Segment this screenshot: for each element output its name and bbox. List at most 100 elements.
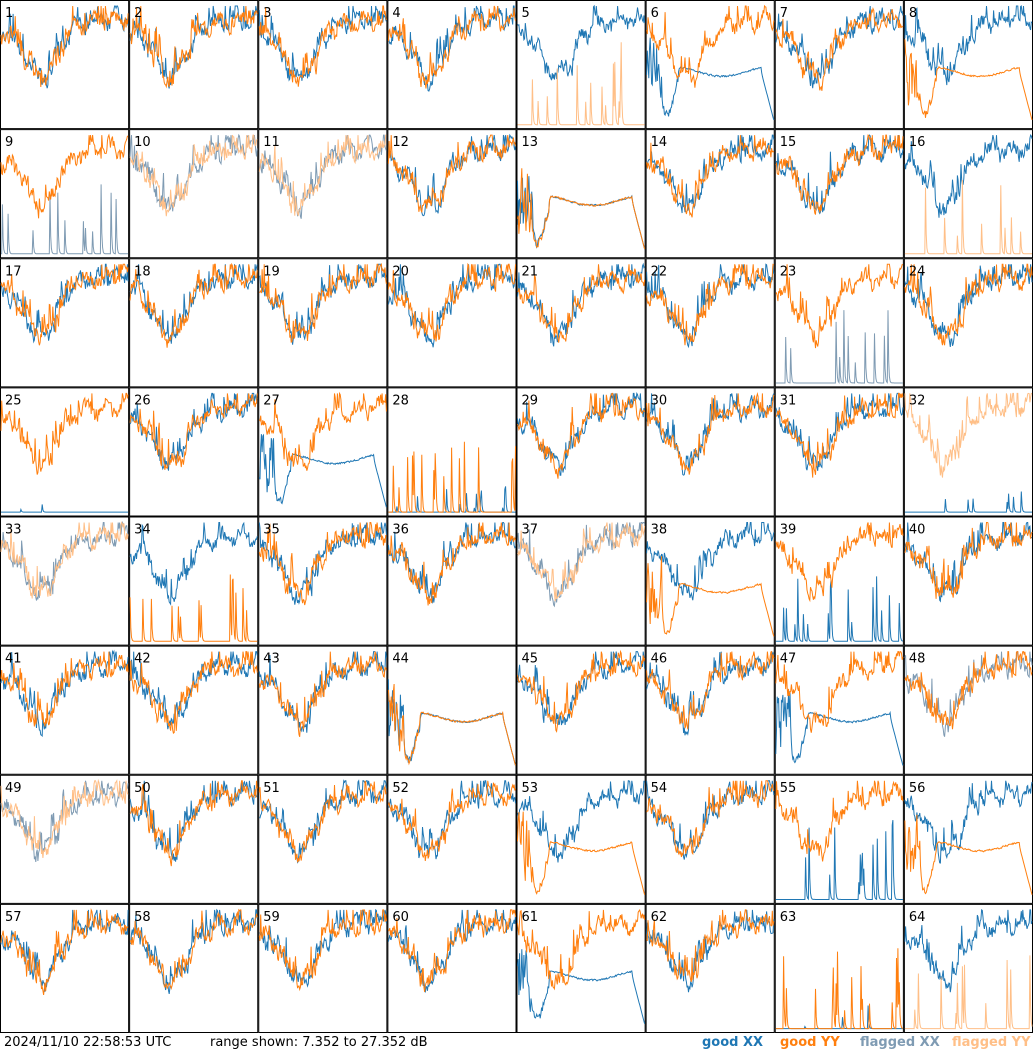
series-yy-line: [517, 649, 646, 733]
antenna-panel-56: 56: [903, 774, 1033, 904]
antenna-panel-57: 57: [0, 903, 130, 1033]
panel-number: 44: [392, 652, 409, 667]
panel-number: 60: [392, 910, 409, 925]
panel-number: 2: [134, 6, 142, 21]
series-yy-line: [0, 133, 129, 219]
antenna-panel-14: 14: [645, 129, 775, 259]
series-xx-line: [904, 522, 1033, 603]
panel-number: 26: [134, 393, 151, 408]
antenna-panel-25: 25: [0, 387, 130, 517]
series-xx-line: [517, 780, 646, 863]
series-xx-line: [904, 650, 1033, 737]
antenna-panel-9: 9: [0, 129, 130, 259]
antenna-panel-44: 44: [387, 645, 517, 775]
series-yy-line: [646, 4, 775, 88]
series-yy-line: [258, 391, 387, 471]
series-yy-line: [387, 522, 516, 606]
series-yy-line: [129, 5, 258, 89]
panel-number: 42: [134, 652, 151, 667]
panel-number: 19: [263, 264, 280, 279]
antenna-panel-32: 32: [903, 387, 1033, 517]
antenna-panel-1: 1: [0, 0, 130, 130]
antenna-panel-16: 16: [903, 129, 1033, 259]
antenna-panel-27: 27: [258, 387, 388, 517]
series-yy-line: [129, 574, 258, 643]
series-yy-line: [387, 5, 516, 89]
panel-frame: [129, 645, 259, 775]
series-xx-line: [775, 690, 904, 766]
panel-number: 6: [651, 6, 659, 21]
panel-number: 33: [5, 523, 22, 538]
antenna-panel-7: 7: [774, 0, 904, 130]
antenna-panel-41: 41: [0, 645, 130, 775]
panel-number: 56: [909, 781, 926, 796]
series-xx-line: [646, 522, 775, 601]
series-yy-line: [646, 650, 775, 730]
panel-number: 52: [392, 781, 409, 796]
panel-number: 18: [134, 264, 151, 279]
antenna-panel-10: 10: [129, 129, 259, 259]
series-yy-line: [0, 778, 129, 858]
series-yy-line: [517, 42, 645, 126]
panel-number: 36: [392, 523, 409, 538]
series-yy-line: [775, 780, 904, 862]
panel-frame: [903, 387, 1033, 517]
series-xx-line: [904, 491, 1032, 513]
series-yy-line: [517, 811, 646, 895]
antenna-panel-62: 62: [645, 903, 775, 1033]
series-yy-line: [258, 522, 387, 606]
panel-frame: [516, 129, 646, 259]
panel-number: 39: [780, 523, 797, 538]
antenna-panel-38: 38: [645, 516, 775, 646]
series-yy-line: [775, 948, 904, 1030]
series-yy-line: [258, 651, 387, 737]
series-xx-line: [129, 521, 258, 606]
panel-number: 48: [909, 652, 926, 667]
series-xx-line: [1, 184, 129, 255]
series-xx-line: [517, 4, 646, 81]
series-yy-line: [129, 780, 258, 867]
series-yy-line: [0, 5, 129, 88]
series-xx-line: [775, 820, 903, 901]
panel-number: 31: [780, 393, 797, 408]
series-yy-line: [129, 651, 258, 734]
antenna-panel-60: 60: [387, 903, 517, 1033]
panel-frame: [129, 258, 259, 388]
range-text: range shown: 7.352 to 27.352 dB: [210, 1035, 428, 1050]
panel-frame: [645, 903, 775, 1033]
panel-number: 7: [780, 6, 788, 21]
series-yy-line: [775, 392, 904, 478]
panel-frame: [129, 903, 259, 1033]
series-yy-line: [517, 392, 646, 479]
series-xx-line: [775, 5, 904, 89]
series-yy-line: [0, 392, 129, 475]
panel-number: 57: [5, 910, 22, 925]
series-yy-line: [387, 683, 516, 766]
series-yy-line: [258, 5, 387, 87]
panel-number: 21: [522, 264, 539, 279]
antenna-panel-13: 13: [516, 129, 646, 259]
series-yy-line: [904, 955, 1033, 1030]
series-yy-line: [646, 909, 775, 982]
panel-frame: [774, 903, 904, 1033]
panel-number: 30: [651, 393, 668, 408]
panel-number: 49: [5, 781, 22, 796]
panel-number: 10: [134, 135, 151, 150]
series-yy-line: [0, 907, 129, 995]
series-yy-line: [775, 134, 904, 215]
series-xx-line: [775, 576, 904, 643]
panel-number: 50: [134, 781, 151, 796]
panel-number: 37: [522, 523, 539, 538]
series-xx-line: [517, 651, 646, 726]
series-xx-line: [258, 433, 387, 508]
antenna-panel-34: 34: [129, 516, 259, 646]
panel-number: 59: [263, 910, 280, 925]
antenna-panel-43: 43: [258, 645, 388, 775]
antenna-panel-40: 40: [903, 516, 1033, 646]
panel-number: 62: [651, 910, 668, 925]
antenna-panel-33: 33: [0, 516, 130, 646]
series-xx-line: [646, 909, 775, 993]
antenna-panel-31: 31: [774, 387, 904, 517]
panel-number: 13: [522, 135, 539, 150]
panel-frame: [774, 387, 904, 517]
